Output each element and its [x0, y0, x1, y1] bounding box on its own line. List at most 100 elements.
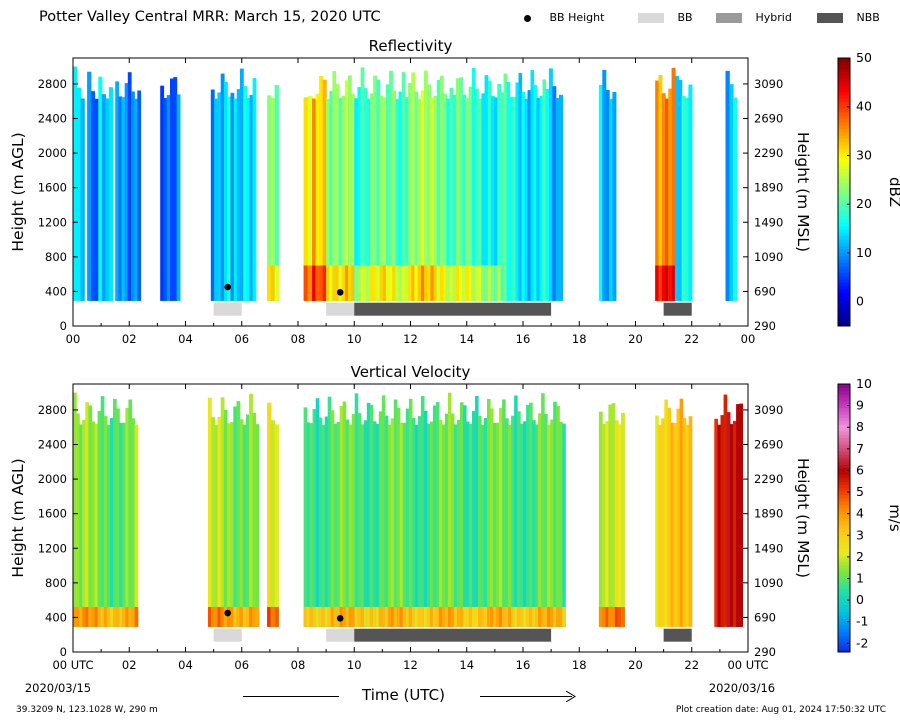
colorbar-step: [838, 171, 850, 176]
echo-low-layer: [360, 265, 365, 301]
echo-column: [494, 97, 498, 301]
echo-column: [128, 399, 133, 627]
echo-low-layer: [611, 607, 616, 627]
echo-column: [115, 81, 119, 302]
bb-swatch: [638, 13, 664, 23]
echo-column: [423, 410, 428, 627]
echo-column: [493, 422, 497, 627]
colorbar-step: [838, 248, 850, 253]
echo-column: [515, 82, 520, 301]
echo-low-layer: [384, 607, 389, 627]
echo-column: [116, 408, 120, 627]
echo-column: [125, 408, 130, 627]
echo-low-layer: [100, 607, 105, 627]
echo-low-layer: [103, 607, 108, 627]
x-tick-label: 10: [347, 332, 362, 346]
colorbar-step: [838, 178, 850, 183]
colorbar-step: [838, 384, 850, 388]
colorbar-step: [838, 145, 850, 149]
y-tick-label: 0: [60, 319, 67, 333]
echo-column: [384, 415, 389, 627]
echo-low-layer: [125, 607, 130, 627]
colorbar: 0 10 20 30 40 50 dBZ: [837, 50, 900, 327]
colorbar-step: [838, 245, 850, 250]
echo-field: [73, 66, 738, 302]
echo-low-layer: [517, 607, 521, 627]
echo-low-layer: [307, 265, 313, 301]
colorbar-step: [838, 601, 850, 606]
echo-low-layer: [449, 265, 454, 301]
y2-tick-label: 3090: [754, 403, 783, 417]
echo-low-layer: [408, 265, 412, 301]
echo-low-layer: [441, 607, 446, 627]
colorbar-step: [838, 319, 850, 324]
echo-low-layer: [131, 607, 136, 627]
echo-column: [249, 94, 254, 301]
echo-low-layer: [255, 607, 260, 627]
echo-column: [429, 421, 434, 627]
echo-column: [246, 414, 250, 627]
echo-column: [512, 96, 517, 301]
echo-low-layer: [511, 607, 515, 627]
echo-column: [658, 424, 662, 627]
colorbar-step: [838, 457, 850, 462]
echo-column: [252, 412, 257, 627]
echo-column: [436, 79, 441, 302]
echo-low-layer: [370, 265, 374, 301]
echo-column: [345, 419, 350, 627]
colorbar-step: [838, 118, 850, 123]
y-tick-label: 800: [45, 576, 67, 590]
echo-column: [208, 397, 212, 627]
echo-column: [121, 97, 126, 301]
colorbar-step: [838, 481, 850, 485]
echo-column: [535, 424, 539, 627]
colorbar-step: [838, 410, 850, 415]
echo-column: [475, 88, 479, 301]
echo-low-layer: [326, 265, 330, 301]
echo-low-layer: [270, 607, 276, 627]
colorbar-step: [838, 641, 850, 646]
x-tick-label: 02: [122, 658, 137, 672]
echo-column: [725, 70, 730, 302]
echo-column: [523, 421, 527, 627]
echo-column: [655, 415, 659, 627]
echo-column: [242, 424, 247, 627]
echo-column: [420, 90, 425, 301]
echo-column: [598, 411, 603, 627]
echo-column: [249, 393, 253, 627]
echo-column: [393, 399, 398, 627]
colorbar-step: [838, 598, 850, 603]
echo-low-layer: [322, 265, 327, 301]
echo-low-layer: [338, 265, 343, 301]
colorbar-step: [838, 242, 850, 247]
echo-column: [484, 75, 489, 301]
echo-column: [315, 93, 320, 301]
echo-low-layer: [321, 607, 326, 627]
echo-low-layer: [481, 607, 485, 627]
y2-tick-label: 1890: [754, 507, 783, 521]
echo-column: [98, 76, 103, 301]
echo-low-layer: [233, 607, 238, 627]
echo-column: [559, 94, 563, 301]
colorbar-step: [838, 507, 850, 512]
y-tick-label: 2400: [38, 112, 67, 126]
colorbar-label: m/s: [886, 504, 900, 532]
echo-column: [137, 90, 142, 301]
echo-low-layer: [550, 607, 554, 627]
echo-low-layer: [484, 265, 489, 301]
colorbar-step: [838, 212, 850, 216]
echo-column: [240, 68, 244, 301]
echo-column: [173, 77, 178, 301]
echo-column: [729, 424, 734, 627]
echo-column: [274, 424, 279, 627]
echo-column: [514, 395, 518, 627]
echo-low-layer: [499, 607, 503, 627]
colorbar-step: [838, 528, 850, 532]
echo-column: [163, 98, 168, 301]
echo-column: [378, 411, 383, 627]
echo-low-layer: [335, 265, 340, 301]
colorbar-step: [838, 114, 850, 119]
echo-column: [544, 414, 548, 627]
echo-column: [552, 86, 557, 301]
